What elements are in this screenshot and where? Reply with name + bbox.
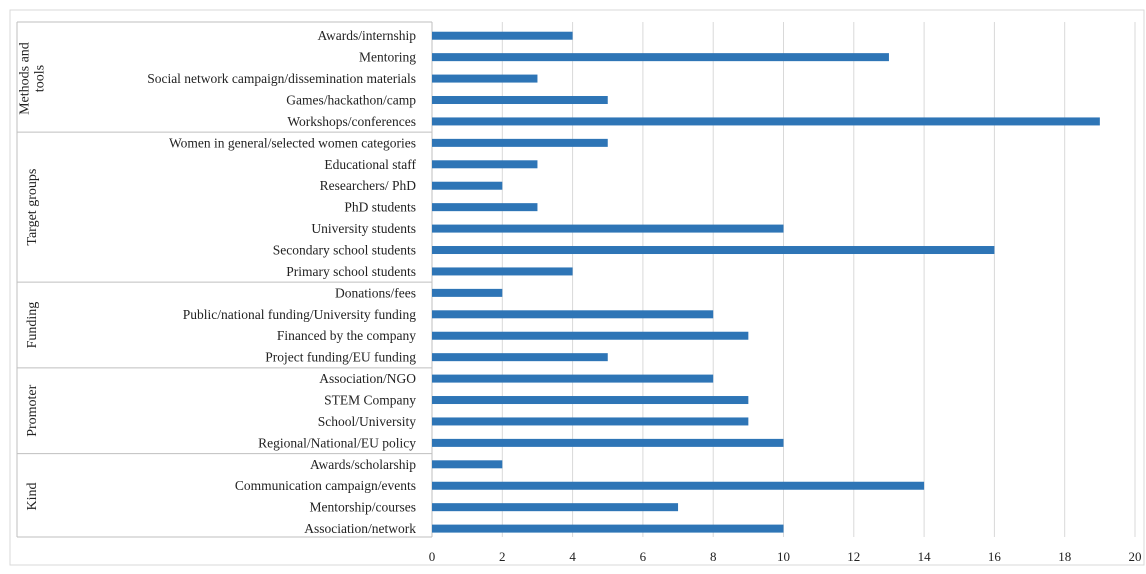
bar [432, 160, 538, 169]
bar [432, 31, 573, 40]
category-labels: Awards/internship Mentoring Social network… [147, 28, 416, 536]
x-tick-label: 4 [569, 549, 576, 564]
group-separators [16, 21, 433, 538]
category-label: STEM Company [324, 393, 416, 408]
category-label: Association/network [304, 521, 416, 536]
x-tick-label: 6 [640, 549, 647, 564]
x-tick-label: 14 [918, 549, 932, 564]
bar [432, 117, 1100, 126]
category-label: Awards/internship [318, 28, 417, 43]
bar [432, 460, 503, 469]
category-label: Social network campaign/dissemination ma… [147, 71, 416, 86]
category-label: Educational staff [324, 157, 416, 172]
x-tick-label: 0 [429, 549, 436, 564]
x-tick-label: 18 [1058, 549, 1071, 564]
category-label: Financed by the company [277, 328, 416, 343]
bar [432, 203, 538, 212]
group-labels: Methods and tools Target groups Funding Prom… [18, 42, 48, 510]
bar [432, 524, 784, 533]
group-label: Kind [25, 482, 40, 510]
category-label: Donations/fees [335, 285, 416, 300]
bar [432, 331, 749, 340]
bars [432, 31, 1100, 533]
bar [432, 353, 608, 362]
x-tick-label: 16 [988, 549, 1002, 564]
x-tick-label: 8 [710, 549, 717, 564]
bar [432, 438, 784, 447]
bar [432, 96, 608, 105]
bar [432, 181, 503, 190]
category-label: Workshops/conferences [287, 114, 416, 129]
category-label: Association/NGO [319, 371, 416, 386]
bar [432, 417, 749, 426]
bar [432, 267, 573, 276]
group-label: Target groups [25, 169, 40, 246]
chart-border [9, 9, 1145, 566]
category-label: Regional/National/EU policy [258, 435, 416, 450]
group-label: Funding [25, 302, 40, 349]
category-label: Mentoring [359, 50, 416, 65]
bar [432, 310, 714, 319]
group-label: Promoter [25, 384, 40, 436]
x-tick-label: 20 [1129, 549, 1142, 564]
category-label: School/University [318, 414, 416, 429]
group-label: tools [33, 65, 48, 92]
bar [432, 74, 538, 83]
category-label: Communication campaign/events [235, 478, 416, 493]
category-label: Awards/scholarship [310, 457, 416, 472]
bar [432, 503, 679, 512]
category-label: Project funding/EU funding [265, 350, 416, 365]
bar [432, 481, 925, 490]
category-label: Games/hackathon/camp [286, 93, 416, 108]
bar [432, 288, 503, 297]
category-label: Public/national funding/University fundi… [183, 307, 416, 322]
bar [432, 374, 714, 383]
category-label: Researchers/ PhD [320, 178, 417, 193]
category-label: University students [311, 221, 416, 236]
bar [432, 246, 995, 255]
category-label: Women in general/selected women categori… [169, 135, 416, 150]
x-tick-label: 2 [499, 549, 506, 564]
x-tick-label: 10 [777, 549, 790, 564]
bar [432, 53, 889, 62]
group-label: Methods and [18, 42, 33, 115]
category-label: PhD students [344, 200, 416, 215]
category-label: Primary school students [286, 264, 416, 279]
bar [432, 138, 608, 147]
bar [432, 224, 784, 233]
x-tick-label: 12 [847, 549, 860, 564]
x-axis-ticks: 0 2 4 6 8 10 12 14 16 18 20 [429, 549, 1142, 564]
bar [432, 396, 749, 405]
category-label: Mentorship/courses [310, 500, 416, 515]
category-label: Secondary school students [273, 243, 416, 258]
